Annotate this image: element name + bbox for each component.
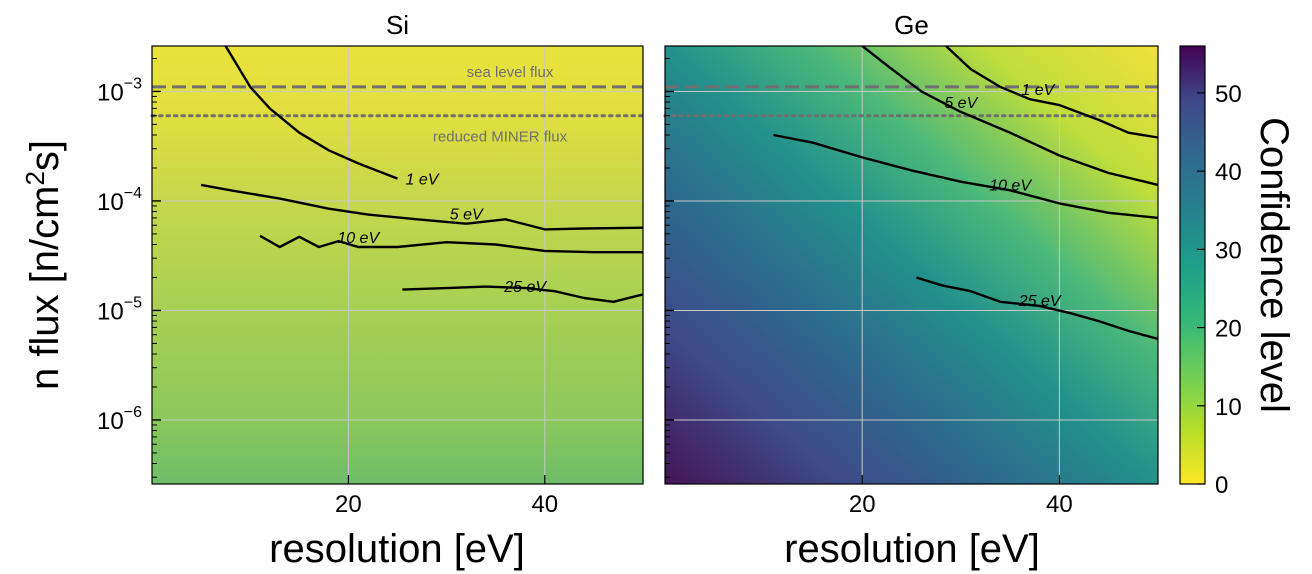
ge-contour-25-eV: [916, 276, 1159, 341]
y-tick-label-0: 10−3: [97, 75, 142, 106]
si-panel: sea level flux reduced MINER flux 1 eV 5 eV…: [97, 10, 645, 518]
si-contour-5-eV: [200, 183, 644, 231]
si-contour-label-25-eV: 25 eV: [503, 279, 547, 296]
y-tick-label-1: 10−4: [97, 185, 142, 216]
si-reference-label-1: reduced MINER flux: [433, 129, 568, 146]
ge-contour-5-eV: [861, 45, 1159, 187]
si-contour-10-eV: [259, 234, 643, 254]
ge-contour-label-5-eV: 5 eV: [944, 95, 978, 112]
colorbar: 0 10 20 30 40 50: [1179, 45, 1242, 499]
ge-panel-title: Ge: [894, 10, 929, 40]
colorbar-tick-label-40: 40: [1215, 159, 1242, 186]
colorbar-tick-label-10: 10: [1215, 394, 1242, 421]
si-contour-1-eV: [224, 45, 398, 180]
colorbar-tick-label-20: 20: [1215, 316, 1242, 343]
ge-contour-label-10-eV: 10 eV: [989, 177, 1032, 194]
y-tick-label-3: 10−6: [97, 404, 142, 435]
si-x-tick-label-40: 40: [531, 491, 558, 518]
colorbar-tick-label-30: 30: [1215, 237, 1242, 264]
ge-panel: 1 eV 5 eV 10 eV 25 eV 20 40 Ge: [663, 10, 1160, 518]
ge-x-tick-label-20: 20: [849, 491, 876, 518]
si-contour-label-1-eV: 1 eV: [406, 172, 440, 189]
x-axis-label-ge: resolution [eV]: [784, 527, 1040, 571]
colorbar-bar: [1179, 45, 1206, 485]
ge-contour-label-25-eV: 25 eV: [1018, 293, 1062, 310]
colorbar-tick-label-0: 0: [1215, 472, 1228, 499]
x-axis-label-si: resolution [eV]: [269, 527, 525, 571]
ge-axes-frame: [664, 45, 1159, 485]
ge-contour-label-1-eV: 1 eV: [1021, 82, 1055, 99]
si-contour-label-10-eV: 10 eV: [337, 230, 380, 247]
si-axes-frame: [151, 45, 644, 485]
y-tick-label-2: 10−5: [97, 294, 142, 325]
si-contour-25-eV: [402, 285, 644, 303]
ge-heatmap: [665, 46, 1158, 484]
si-panel-title: Si: [386, 10, 409, 40]
si-reference-label-0: sea level flux: [467, 64, 554, 81]
si-x-tick-label-20: 20: [335, 491, 362, 518]
colorbar-tick-label-50: 50: [1215, 81, 1242, 108]
ge-contour-1-eV: [945, 45, 1159, 139]
ge-x-tick-label-40: 40: [1046, 491, 1073, 518]
si-heatmap: [152, 46, 643, 484]
ge-contour-10-eV: [773, 133, 1159, 220]
colorbar-label: Confidence level: [1252, 117, 1296, 413]
y-axis-label: n flux [n/cm2s]: [20, 140, 67, 390]
si-contour-label-5-eV: 5 eV: [450, 207, 484, 224]
